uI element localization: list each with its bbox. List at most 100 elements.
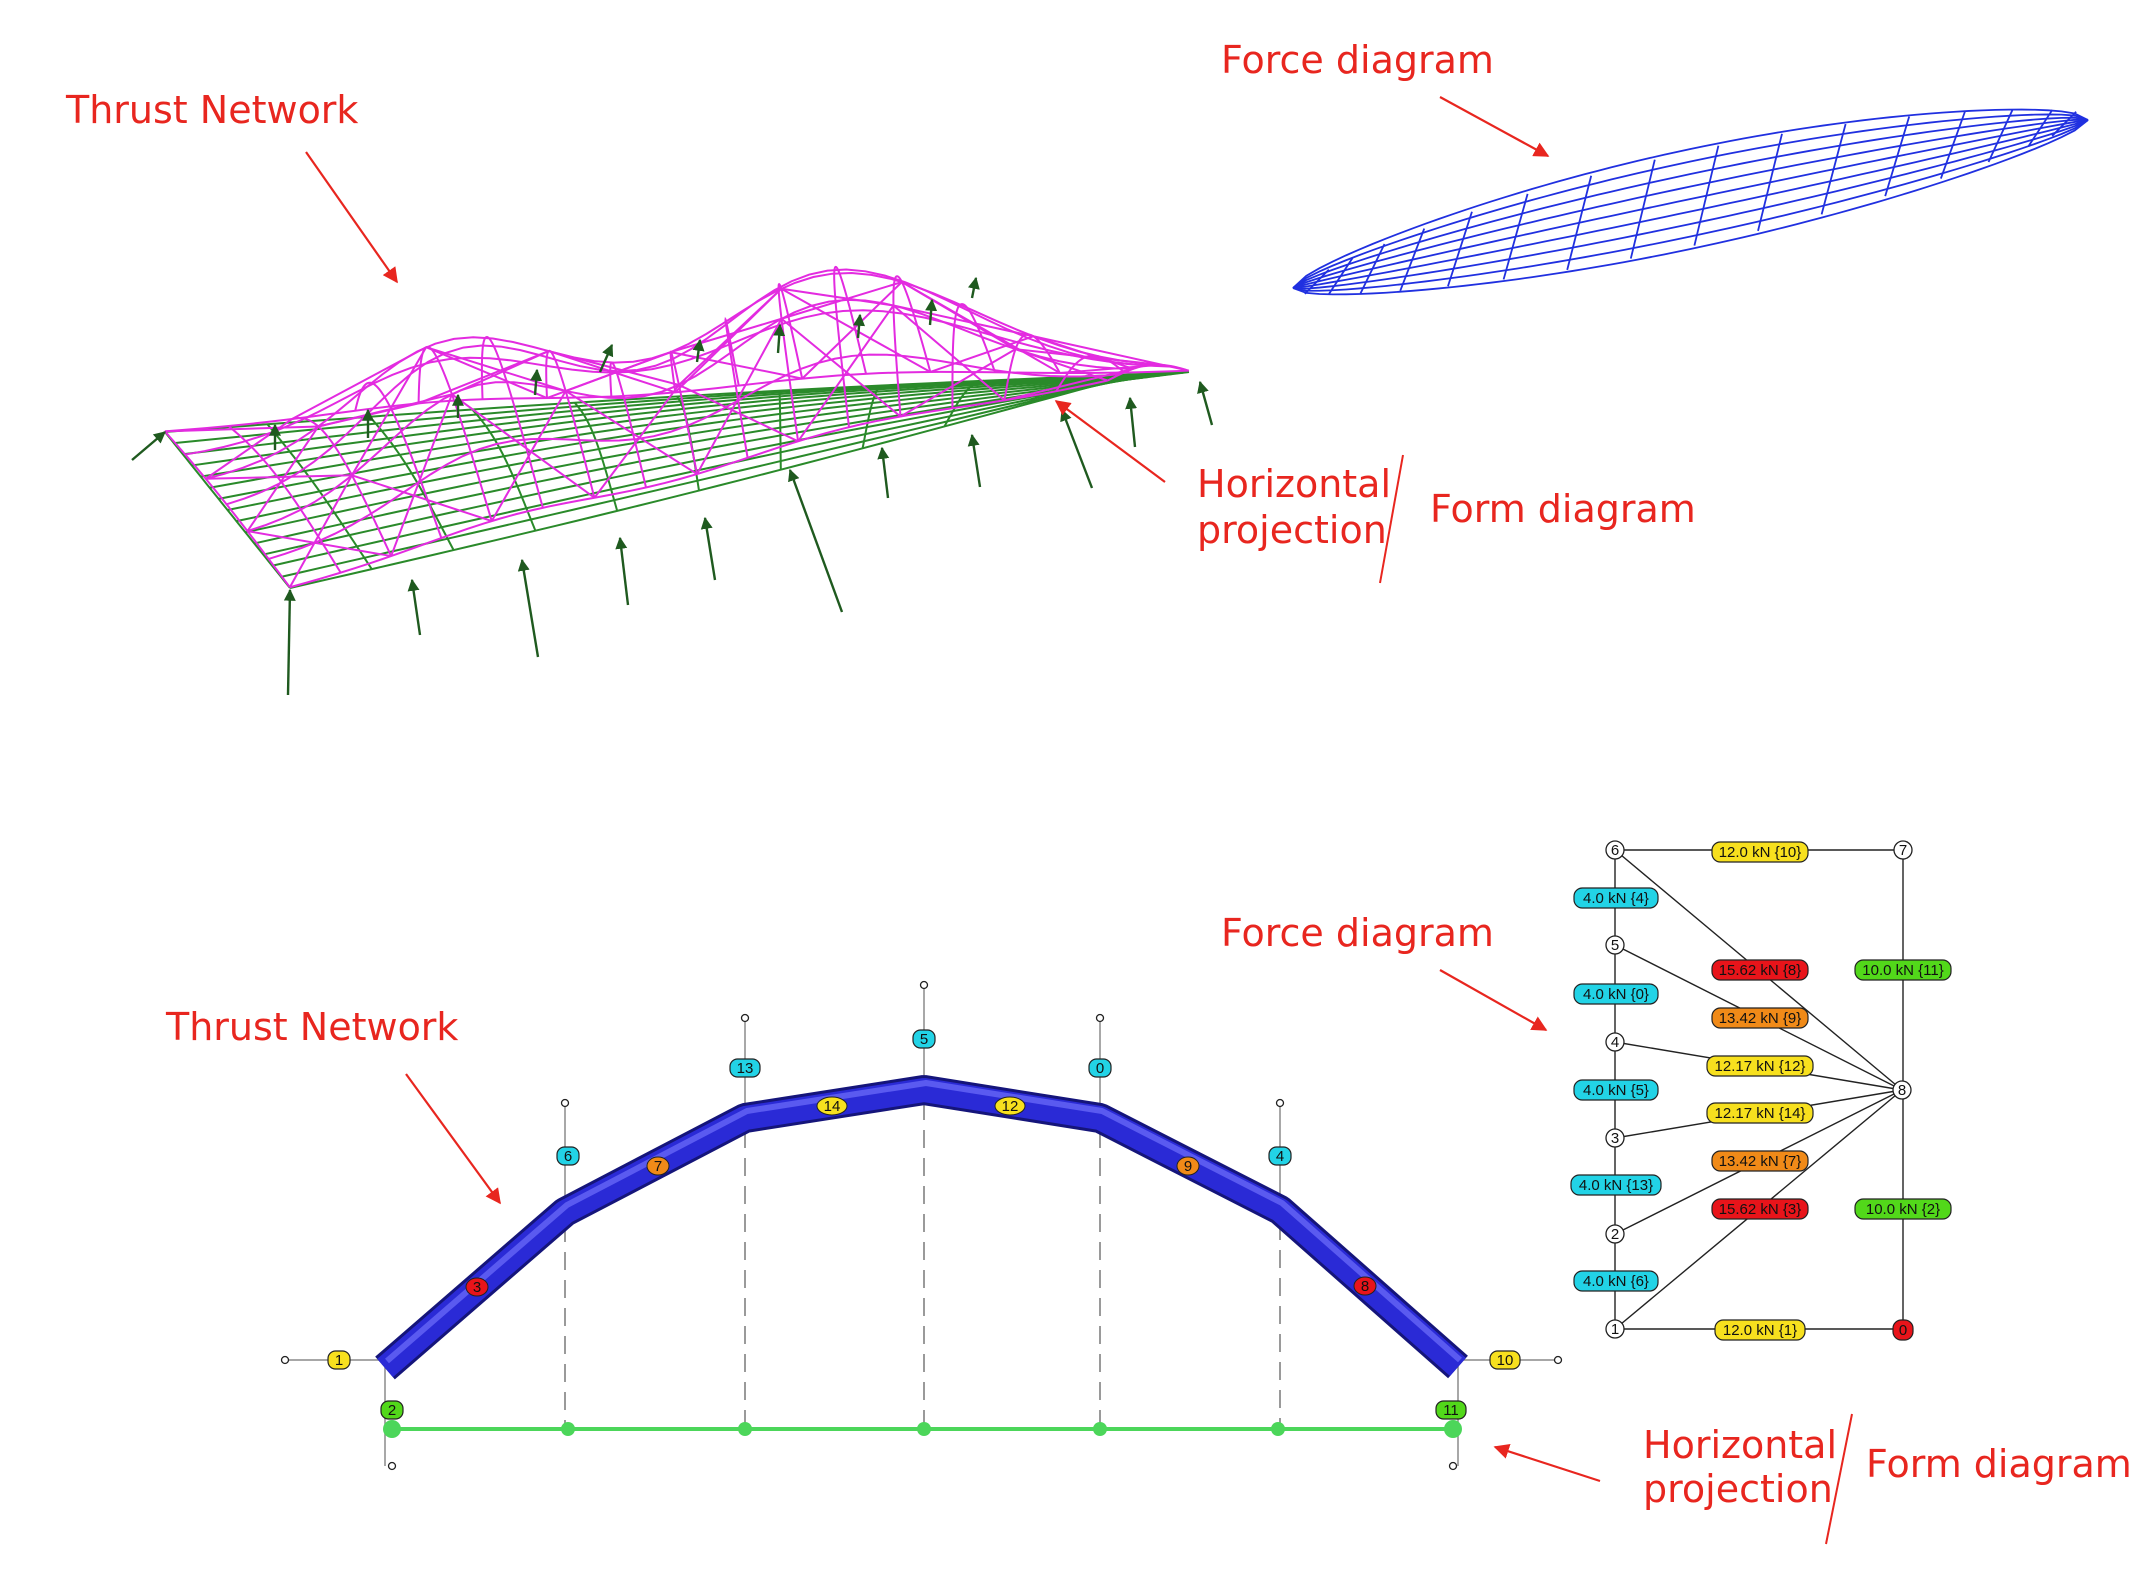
projection-node bbox=[561, 1422, 575, 1436]
force-node: 6 bbox=[1605, 840, 1625, 860]
reaction-arrow bbox=[853, 313, 866, 339]
thrust-mesh-line bbox=[678, 384, 799, 443]
force-node-circle bbox=[1605, 935, 1625, 955]
horizontal-label-2: Horizontal bbox=[1643, 1423, 1837, 1467]
thrust-mesh-line bbox=[351, 346, 428, 476]
force-label-text: 12.0 kN {10} bbox=[1719, 844, 1802, 861]
thrust-mesh-line bbox=[801, 281, 903, 380]
force-label: 12.0 kN {1} bbox=[1714, 1319, 1806, 1341]
thrust-mesh-line bbox=[205, 271, 1161, 480]
reaction-arrow bbox=[967, 433, 982, 488]
projection-node bbox=[1093, 1422, 1107, 1436]
thrust-mesh-line bbox=[1032, 335, 1134, 370]
force-mesh-line bbox=[1629, 159, 1656, 259]
force-diagram-nodes: 6 7 5 4 8 3 2 1 bbox=[1605, 840, 1913, 1339]
reaction-arrow bbox=[283, 588, 296, 696]
force-node-circle bbox=[1605, 840, 1625, 860]
force-mesh-line bbox=[2051, 111, 2077, 137]
thrust-mesh-line bbox=[1059, 363, 1161, 374]
form-mesh-line bbox=[1025, 375, 1087, 406]
force-label: 15.62 kN {3} bbox=[1711, 1198, 1809, 1220]
reaction-arrows bbox=[131, 276, 1214, 696]
force-label-text: 0 bbox=[1899, 1322, 1907, 1339]
thrust-mesh-line bbox=[1015, 348, 1109, 382]
support-label: 11 bbox=[1435, 1400, 1467, 1420]
horizontal-projection-arrow-2 bbox=[1493, 1443, 1601, 1483]
projection-node bbox=[1444, 1420, 1462, 1438]
force-node: 4 bbox=[1605, 1032, 1625, 1052]
thrust-mesh-line bbox=[351, 474, 493, 522]
thrust-network-arch bbox=[377, 1078, 1466, 1378]
force-label-pill bbox=[1714, 1319, 1806, 1341]
load-label-text: 5 bbox=[920, 1031, 928, 1048]
horizontal-label: Horizontal bbox=[1197, 462, 1391, 506]
reaction-arrow bbox=[1197, 380, 1214, 426]
force-mesh-line bbox=[1757, 133, 1783, 232]
support-label-text: 11 bbox=[1443, 1402, 1459, 1419]
arch-edge-labels: 3 7 14 12 9 8 bbox=[465, 1096, 1377, 1297]
projection-label-2: projection bbox=[1643, 1467, 1833, 1511]
force-label-text: 4.0 kN {5} bbox=[1583, 1082, 1649, 1099]
projection-node bbox=[917, 1422, 931, 1436]
force-label-text: 15.62 kN {8} bbox=[1719, 962, 1802, 979]
force-mesh-line bbox=[1292, 113, 2089, 289]
projection-node bbox=[383, 1420, 401, 1438]
arch-edge-label: 3 bbox=[465, 1277, 489, 1297]
force-label-text: 4.0 kN {0} bbox=[1583, 986, 1649, 1003]
force-node: 3 bbox=[1605, 1128, 1625, 1148]
force-mesh-line bbox=[1292, 119, 2089, 290]
thrust-mesh-line bbox=[1003, 333, 1061, 401]
load-label: 6 bbox=[556, 1146, 580, 1166]
thrust-mesh-line bbox=[780, 287, 931, 373]
form-mesh-line bbox=[471, 408, 537, 532]
thrust-mesh-line bbox=[893, 304, 1034, 338]
support-label-text: 2 bbox=[388, 1402, 396, 1419]
force-mesh-line bbox=[1987, 109, 2014, 163]
load-label: 0 bbox=[1088, 1058, 1112, 1078]
force-label-text: 4.0 kN {13} bbox=[1579, 1177, 1653, 1194]
force-label-pill bbox=[1711, 841, 1809, 863]
force-label: 13.42 kN {7} bbox=[1711, 1150, 1809, 1172]
force-label-pill bbox=[1711, 1198, 1809, 1220]
thrust-mesh-line bbox=[205, 474, 352, 480]
force-label: 13.42 kN {9} bbox=[1711, 1007, 1809, 1029]
load-node bbox=[1095, 1013, 1105, 1023]
thrust-network-mesh bbox=[164, 265, 1190, 589]
load-label: 13 bbox=[729, 1058, 761, 1078]
force-label-pill bbox=[1570, 1174, 1662, 1196]
reaction-arrow bbox=[700, 516, 717, 581]
load-label-text: 13 bbox=[737, 1060, 754, 1077]
force-node-text: 4 bbox=[1611, 1034, 1619, 1051]
force-diagram-labels: 12.0 kN {10} 4.0 kN {4} 15.62 kN {8} 10.0 k… bbox=[1570, 841, 1952, 1341]
thrust-mesh-line bbox=[451, 350, 550, 396]
arch-edge-label-pill bbox=[465, 1277, 489, 1297]
force-mesh-line bbox=[1292, 119, 2089, 292]
force-diagram-arrow bbox=[1439, 96, 1550, 157]
force-label-pill bbox=[1711, 1150, 1809, 1172]
load-labels: 6 13 5 0 4 bbox=[556, 1029, 1292, 1166]
thrust-network-arrow bbox=[305, 151, 398, 284]
force-label-pill bbox=[1711, 1007, 1809, 1029]
reaction-arrow bbox=[692, 338, 705, 363]
thrust-mesh-line bbox=[951, 303, 997, 409]
thrust-mesh-line bbox=[696, 318, 783, 475]
force-label-pill bbox=[1854, 1198, 1952, 1220]
thrust-mesh-line bbox=[291, 416, 393, 557]
thrust-mesh-line bbox=[548, 350, 676, 394]
label-divider bbox=[1379, 454, 1404, 584]
support-label-pill bbox=[327, 1350, 351, 1370]
force-label-text: 13.42 kN {9} bbox=[1719, 1010, 1802, 1027]
thrust-mesh-line bbox=[670, 351, 803, 380]
support-label: 1 bbox=[327, 1350, 351, 1370]
load-label-pill bbox=[729, 1058, 761, 1078]
form-mesh-line bbox=[369, 416, 455, 551]
force-mesh-line bbox=[1502, 193, 1529, 280]
force-label-text: 4.0 kN {6} bbox=[1583, 1273, 1649, 1290]
load-lines bbox=[280, 980, 1563, 1471]
reaction-arrow bbox=[517, 558, 540, 658]
force-node-circle bbox=[1892, 1080, 1912, 1100]
force-mesh-line bbox=[1292, 118, 2089, 289]
form-mesh-line bbox=[943, 379, 985, 427]
top-figure: Thrust Network Force diagram Horizontal … bbox=[65, 38, 2089, 696]
force-mesh-line bbox=[1359, 243, 1386, 294]
